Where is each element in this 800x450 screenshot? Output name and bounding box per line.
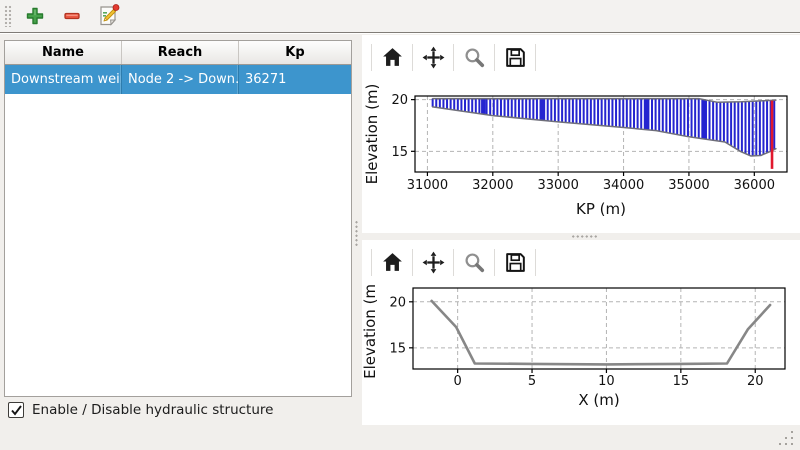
- toolbar-separator: [453, 43, 454, 71]
- svg-text:15: 15: [673, 374, 690, 389]
- svg-text:20: 20: [391, 93, 408, 108]
- svg-text:10: 10: [598, 374, 615, 389]
- svg-text:15: 15: [389, 341, 406, 356]
- add-structure-button[interactable]: [21, 2, 49, 30]
- toolbar-separator: [494, 43, 495, 71]
- zoom-button[interactable]: [459, 41, 489, 73]
- cross-section-panel: 0 5 10 15 20 15 20 X (m) Elevation (m): [362, 240, 800, 425]
- svg-text:35000: 35000: [668, 178, 709, 193]
- home-button[interactable]: [377, 41, 407, 73]
- zoom-button[interactable]: [459, 246, 489, 278]
- horizontal-splitter[interactable]: [571, 234, 599, 239]
- save-button[interactable]: [500, 41, 530, 73]
- longitudinal-profile-panel: 31000 32000 33000 34000 35000 36000 15 20 KP (m)…: [362, 35, 800, 233]
- enable-structure-row: Enable / Disable hydraulic structure: [8, 402, 273, 418]
- check-icon: [10, 404, 22, 416]
- pan-button[interactable]: [418, 246, 448, 278]
- zoom-icon: [464, 47, 484, 67]
- column-header-kp[interactable]: Kp: [285, 45, 305, 60]
- plot-toolbar-top: [362, 35, 800, 79]
- toolbar-drag-handle[interactable]: [4, 5, 12, 27]
- svg-text:KP (m): KP (m): [576, 200, 626, 218]
- structures-table: Name Reach Kp Downstream weir Node 2 -> …: [4, 40, 352, 397]
- svg-text:5: 5: [528, 374, 536, 389]
- zoom-icon: [464, 252, 484, 272]
- pan-button[interactable]: [418, 41, 448, 73]
- svg-text:15: 15: [391, 145, 408, 160]
- toolbar-separator: [371, 43, 372, 71]
- toolbar-separator: [535, 43, 536, 71]
- svg-text:31000: 31000: [407, 178, 448, 193]
- pan-icon: [422, 251, 444, 273]
- home-icon: [382, 47, 402, 66]
- enable-structure-checkbox[interactable]: [8, 402, 24, 418]
- svg-text:36000: 36000: [734, 178, 775, 193]
- edit-icon: [100, 4, 120, 26]
- app-toolbar: [0, 0, 800, 33]
- table-row[interactable]: Downstream weir Node 2 -> Down… 36271: [5, 65, 351, 94]
- pan-icon: [422, 46, 444, 68]
- svg-text:0: 0: [453, 374, 461, 389]
- remove-structure-button[interactable]: [58, 2, 86, 30]
- minus-icon: [64, 12, 80, 20]
- save-icon: [505, 47, 525, 67]
- save-button[interactable]: [500, 246, 530, 278]
- home-button[interactable]: [377, 246, 407, 278]
- svg-text:20: 20: [747, 374, 764, 389]
- toolbar-separator: [412, 248, 413, 276]
- toolbar-separator: [494, 248, 495, 276]
- save-icon: [505, 252, 525, 272]
- table-header: Name Reach Kp: [5, 41, 351, 65]
- cell-kp: 36271: [245, 72, 287, 87]
- enable-structure-label: Enable / Disable hydraulic structure: [32, 402, 274, 418]
- home-icon: [382, 252, 402, 271]
- cell-reach: Node 2 -> Down…: [122, 65, 239, 94]
- cross-section-plot[interactable]: 0 5 10 15 20 15 20 X (m) Elevation (m): [362, 284, 800, 425]
- svg-text:X (m): X (m): [578, 391, 619, 409]
- toolbar-separator: [453, 248, 454, 276]
- toolbar-separator: [412, 43, 413, 71]
- cell-name: Downstream weir: [5, 65, 122, 94]
- svg-text:34000: 34000: [603, 178, 644, 193]
- svg-text:Elevation (m): Elevation (m): [363, 84, 381, 185]
- longitudinal-profile-plot[interactable]: 31000 32000 33000 34000 35000 36000 15 20 KP (m)…: [362, 79, 800, 233]
- svg-text:20: 20: [389, 295, 406, 310]
- column-header-name[interactable]: Name: [5, 41, 122, 64]
- svg-text:Elevation (m): Elevation (m): [362, 284, 379, 379]
- plot-toolbar-bottom: [362, 240, 800, 284]
- window-resize-grip[interactable]: [776, 429, 796, 447]
- edit-structure-button[interactable]: [95, 2, 123, 30]
- column-header-reach[interactable]: Reach: [122, 41, 239, 64]
- svg-text:32000: 32000: [472, 178, 513, 193]
- toolbar-separator: [371, 248, 372, 276]
- svg-text:33000: 33000: [537, 178, 578, 193]
- vertical-splitter[interactable]: [354, 220, 359, 248]
- toolbar-separator: [535, 248, 536, 276]
- plus-icon: [26, 7, 44, 25]
